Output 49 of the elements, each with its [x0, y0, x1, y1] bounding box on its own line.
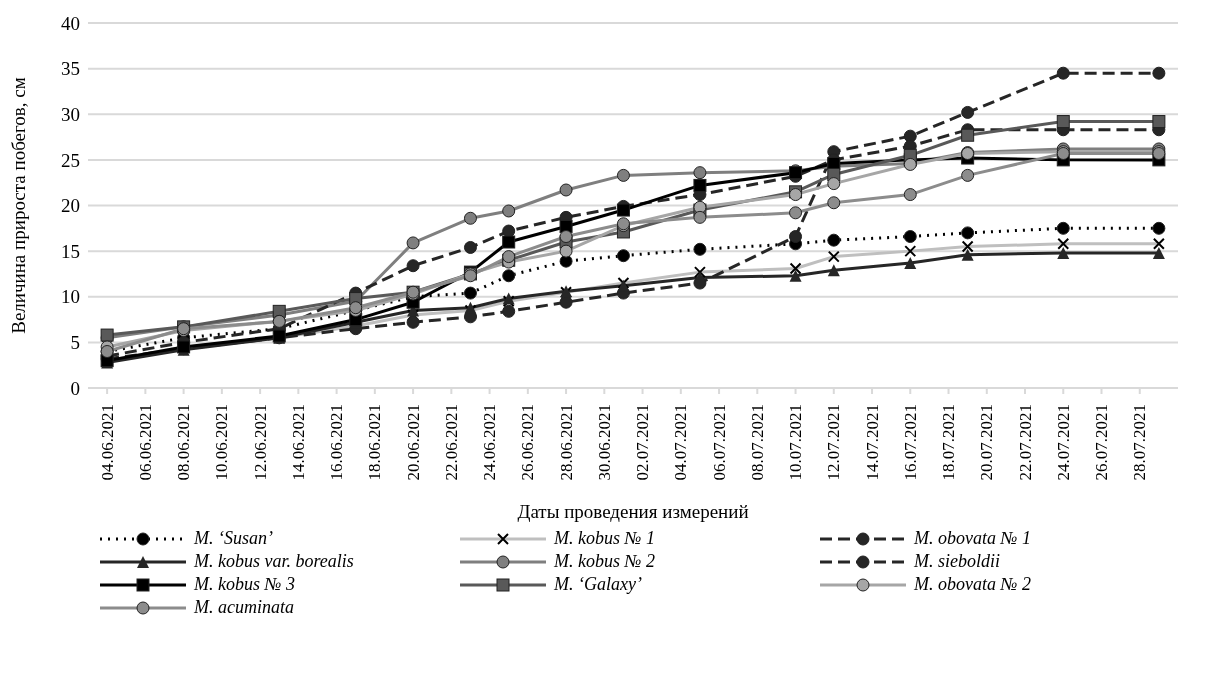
x-tick-label: 08.07.2021 [747, 404, 767, 481]
y-tick-label: 15 [61, 240, 80, 262]
x-tick-label: 04.07.2021 [671, 404, 691, 481]
y-tick-label: 20 [61, 195, 80, 217]
x-axis-title: Даты проведения измерений [517, 501, 749, 522]
x-tick-label: 10.06.2021 [212, 404, 232, 481]
x-tick-label: 02.07.2021 [633, 404, 653, 481]
legend-label: M. ‘Galaxy’ [554, 574, 642, 595]
x-tick-label: 06.06.2021 [135, 404, 155, 481]
x-tick-label: 28.07.2021 [1130, 404, 1150, 481]
x-tick-label: 20.06.2021 [403, 404, 423, 481]
y-tick-label: 30 [61, 104, 80, 125]
legend-label: M. obovata № 2 [914, 574, 1031, 595]
legend-label: M. obovata № 1 [914, 528, 1031, 549]
x-tick-label: 30.06.2021 [594, 404, 614, 481]
x-tick-label: 26.07.2021 [1092, 404, 1112, 481]
x-tick-label: 22.07.2021 [1015, 404, 1035, 481]
x-tick-label: 26.06.2021 [518, 404, 538, 481]
x-tick-label: 22.06.2021 [441, 404, 461, 481]
legend-label: M. kobus № 3 [194, 574, 295, 595]
legend-label: M. kobus var. borealis [194, 551, 354, 572]
x-tick-label: 12.06.2021 [250, 404, 270, 481]
x-tick-label: 14.07.2021 [862, 404, 882, 481]
x-tick-label: 06.07.2021 [709, 404, 729, 481]
x-tick-label: 18.06.2021 [365, 404, 385, 481]
x-tick-label: 24.06.2021 [480, 404, 500, 481]
x-tick-label: 24.07.2021 [1053, 404, 1073, 481]
x-tick-label: 12.07.2021 [824, 404, 844, 481]
legend-label: M. acuminata [194, 597, 294, 618]
x-tick-label: 18.07.2021 [939, 404, 959, 481]
x-tick-label: 08.06.2021 [174, 404, 194, 481]
y-tick-label: 35 [61, 58, 80, 80]
y-axis-title: Величина прироста побегов, см [7, 77, 29, 334]
x-tick-label: 20.07.2021 [977, 404, 997, 481]
x-tick-label: 28.06.2021 [556, 404, 576, 481]
y-tick-label: 0 [70, 377, 80, 399]
legend-label: M. kobus № 1 [554, 528, 655, 549]
x-tick-label: 04.06.2021 [97, 404, 117, 481]
y-tick-label: 5 [70, 332, 80, 354]
y-tick-label: 40 [61, 12, 80, 34]
y-tick-label: 25 [61, 149, 80, 171]
x-tick-label: 14.06.2021 [288, 404, 308, 481]
x-tick-label: 10.07.2021 [786, 404, 806, 481]
legend-label: M. sieboldii [914, 551, 1000, 572]
legend-label: M. ‘Susan’ [194, 528, 273, 549]
x-tick-label: 16.06.2021 [327, 404, 347, 481]
legend-label: M. kobus № 2 [554, 551, 655, 572]
y-tick-label: 10 [61, 286, 80, 308]
x-tick-label: 16.07.2021 [900, 404, 920, 481]
